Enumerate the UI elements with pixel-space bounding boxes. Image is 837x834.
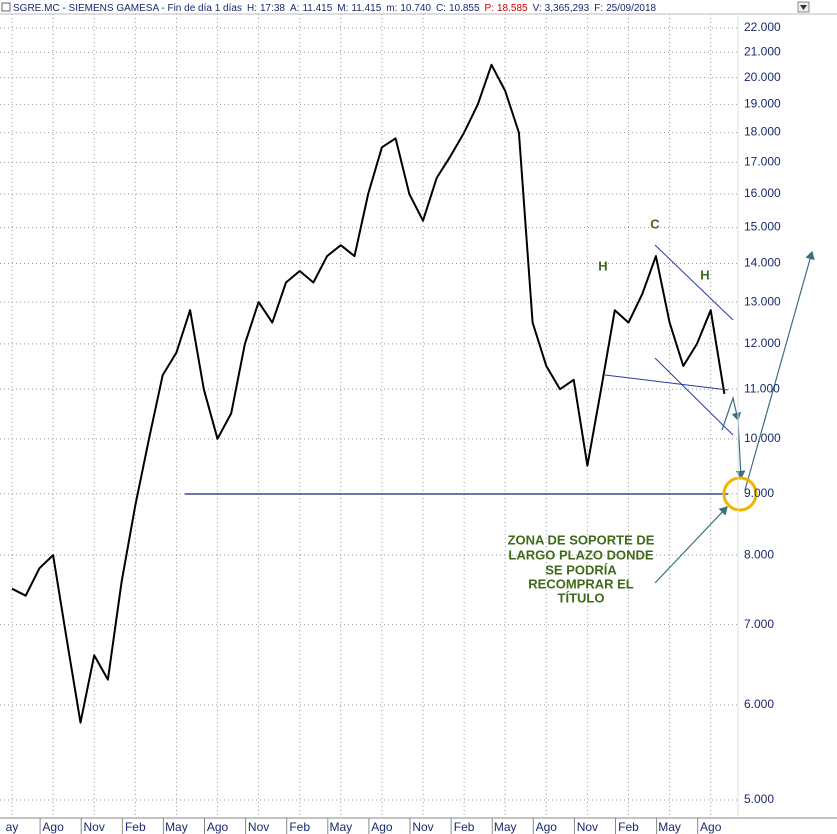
zone-text: ZONA DE SOPORTE DE — [508, 532, 655, 547]
x-tick-label: May — [329, 820, 352, 834]
plot — [11, 63, 726, 724]
arrow — [744, 250, 815, 491]
stat-label: M: — [337, 3, 348, 14]
x-tick-label: Ago — [42, 820, 64, 834]
trend-line — [654, 244, 734, 321]
stat-value: 11.415 — [351, 3, 381, 14]
y-tick-label: 17.000 — [744, 155, 781, 169]
y-tick-label: 8.000 — [744, 547, 774, 561]
x-tick-label: Feb — [125, 820, 146, 834]
y-tick-label: 13.000 — [744, 294, 781, 308]
stat-label: V: — [533, 3, 542, 14]
trend-line — [654, 357, 734, 436]
x-tick-label: Nov — [84, 820, 105, 834]
y-tick-label: 19.000 — [744, 97, 781, 111]
zone-text: LARGO PLAZO DONDE — [508, 547, 653, 562]
y-tick-label: 11.000 — [744, 381, 780, 395]
x-tick-label: Ago — [371, 820, 393, 834]
x-tick-label: Ago — [700, 820, 722, 834]
y-tick-label: 10.000 — [744, 431, 781, 445]
zone-text: TÍTULO — [558, 590, 605, 605]
y-axis: 5.000 6.000 7.000 8.000 9.000 10.000 11.000 12.… — [744, 20, 781, 806]
arrow — [654, 506, 728, 584]
stat-label: F: — [594, 3, 603, 14]
x-tick-label: Ago — [207, 820, 229, 834]
x-tick-label: May — [658, 820, 681, 834]
zone-text: SE PODRÍA — [545, 562, 617, 577]
x-tick-label: May — [165, 820, 188, 834]
header-bar — [0, 0, 837, 14]
y-tick-label: 16.000 — [744, 186, 781, 200]
x-tick-label: Feb — [618, 820, 639, 834]
y-tick-label: 14.000 — [744, 256, 781, 270]
grid — [0, 14, 738, 818]
x-tick-label: Nov — [248, 820, 269, 834]
y-tick-label: 9.000 — [744, 486, 774, 500]
zone-text: RECOMPRAR EL — [528, 576, 634, 591]
menu-icon[interactable] — [1, 2, 11, 12]
annotation: H — [598, 258, 607, 273]
header: SGRE.MC - SIEMENS GAMESA - Fin de día 1 … — [13, 3, 657, 14]
y-tick-label: 6.000 — [744, 697, 774, 711]
stat-label: C: — [436, 3, 446, 14]
target-circle — [722, 476, 758, 512]
y-tick-label: 12.000 — [744, 336, 781, 350]
x-tick-label: May — [494, 820, 517, 834]
stat-value: 10.855 — [449, 3, 480, 14]
x-axis: ay Ago Nov Feb May Ago Nov Feb May Ago Nov Feb May Ag… — [6, 818, 722, 834]
stat-value: 18.585 — [497, 3, 528, 14]
collapse-icon — [800, 5, 807, 10]
y-tick-label: 15.000 — [744, 220, 781, 234]
stat-value: 17:38 — [260, 3, 285, 14]
x-tick-label: Feb — [454, 820, 475, 834]
stat-value: 25/09/2018 — [606, 3, 656, 14]
x-tick-label: Nov — [412, 820, 433, 834]
annotation: H — [700, 267, 709, 282]
annotation: C — [650, 216, 660, 231]
x-tick-label: Ago — [536, 820, 558, 834]
x-axis-strip — [0, 818, 837, 834]
stat-label: A: — [290, 3, 299, 14]
stat-value: 3,365,293 — [545, 3, 590, 14]
y-tick-label: 5.000 — [744, 792, 774, 806]
x-tick-label: Feb — [289, 820, 310, 834]
y-tick-label: 20.000 — [744, 70, 781, 84]
stat-value: 11.415 — [302, 3, 332, 14]
y-tick-label: 21.000 — [744, 44, 781, 58]
y-tick-label: 18.000 — [744, 125, 781, 139]
trend-line — [604, 374, 729, 391]
stat-label: P: — [485, 3, 494, 14]
x-tick-label: ay — [6, 820, 19, 834]
price-line — [11, 63, 726, 724]
annotation-labels: C H H ZONA DE SOPORTE DE LARGO PLAZO DON… — [508, 216, 710, 605]
header-title: SGRE.MC - SIEMENS GAMESA - Fin de día 1 … — [13, 3, 242, 14]
y-tick-label: 7.000 — [744, 617, 774, 631]
y-tick-label: 22.000 — [744, 20, 781, 34]
stat-value: 10.740 — [400, 3, 431, 14]
stat-label: H: — [247, 3, 257, 14]
arrow — [721, 395, 742, 431]
annotations — [185, 244, 815, 584]
stat-label: m: — [386, 3, 397, 14]
x-tick-label: Nov — [577, 820, 598, 834]
